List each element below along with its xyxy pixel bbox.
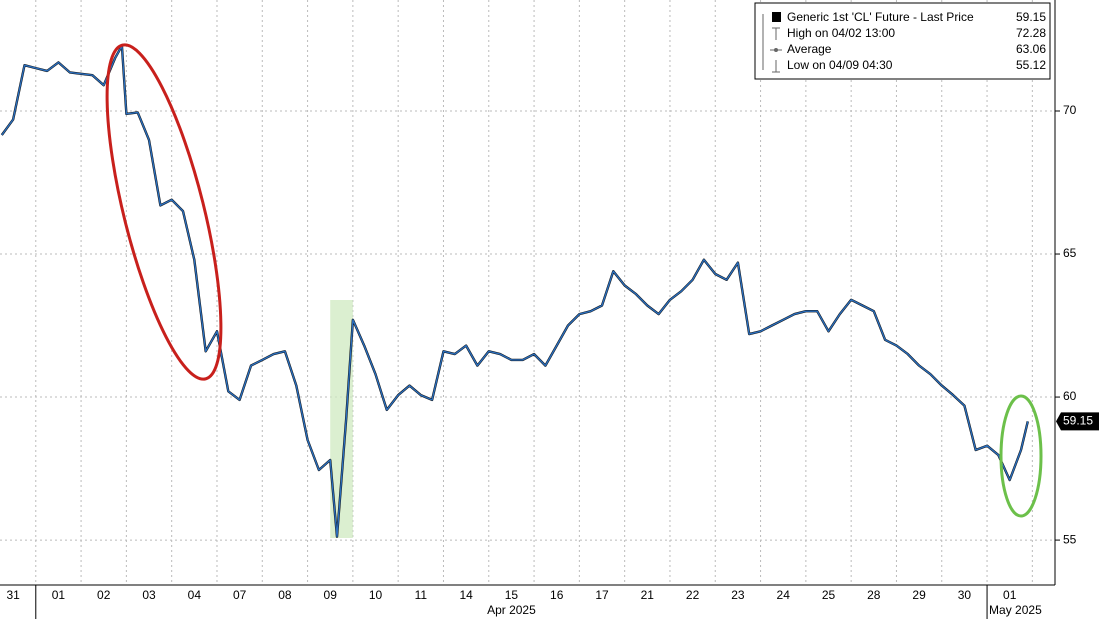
x-tick-label: 08 <box>278 588 292 602</box>
legend-box <box>754 2 1051 80</box>
y-tick-label: 70 <box>1063 103 1077 117</box>
highlight-box <box>330 300 353 538</box>
x-tick-label: 25 <box>822 588 836 602</box>
x-tick-label: 10 <box>369 588 383 602</box>
legend: Generic 1st 'CL' Future - Last Price 59.1… <box>754 2 1051 80</box>
legend-label: Generic 1st 'CL' Future - Last Price <box>787 10 974 24</box>
x-tick-label: 17 <box>595 588 609 602</box>
price-line <box>1 45 1029 538</box>
tag-shape <box>1056 412 1099 431</box>
x-tick-label: 02 <box>97 588 111 602</box>
legend-value: 55.12 <box>1016 58 1046 72</box>
legend-value: 72.28 <box>1016 26 1046 40</box>
x-tick-label: 16 <box>550 588 564 602</box>
x-tick-label: 04 <box>188 588 202 602</box>
y-tick-label: 60 <box>1063 389 1077 403</box>
y-tick-label: 65 <box>1063 246 1077 260</box>
tag-label: 59.15 <box>1063 414 1093 428</box>
x-tick-label: 11 <box>415 588 428 602</box>
green-ellipse <box>999 394 1043 518</box>
legend-value: 63.06 <box>1016 42 1046 56</box>
x-tick-label: 28 <box>867 588 881 602</box>
legend-label: Low on 04/09 04:30 <box>787 58 893 72</box>
legend-swatch <box>772 12 781 22</box>
x-tick-label: 31 <box>6 588 20 602</box>
x-tick-label: 22 <box>686 588 700 602</box>
x-tick-label: 15 <box>505 588 519 602</box>
x-tick-label: 24 <box>777 588 791 602</box>
x-tick-label: 09 <box>324 588 338 602</box>
red-ellipse <box>105 43 223 381</box>
legend-label: High on 04/02 13:00 <box>787 26 895 40</box>
x-tick-label: 23 <box>731 588 745 602</box>
plot <box>0 44 1029 538</box>
x-tick-label: 01 <box>1003 588 1017 602</box>
legend-label: Average <box>787 42 832 56</box>
legend-symbol <box>774 48 778 52</box>
month-label: May 2025 <box>989 603 1042 617</box>
x-tick-label: 01 <box>52 588 66 602</box>
legend-value: 59.15 <box>1016 10 1046 24</box>
x-tick-label: 29 <box>912 588 926 602</box>
y-tick-label: 55 <box>1063 532 1077 546</box>
x-tick-label: 03 <box>142 588 156 602</box>
grid <box>0 0 1060 585</box>
last-price-tag: 59.15 <box>1056 412 1099 431</box>
x-tick-label: 07 <box>233 588 247 602</box>
month-label: Apr 2025 <box>487 603 536 617</box>
x-tick-label: 14 <box>459 588 473 602</box>
x-tick-label: 21 <box>641 588 655 602</box>
x-tick-label: 30 <box>958 588 972 602</box>
